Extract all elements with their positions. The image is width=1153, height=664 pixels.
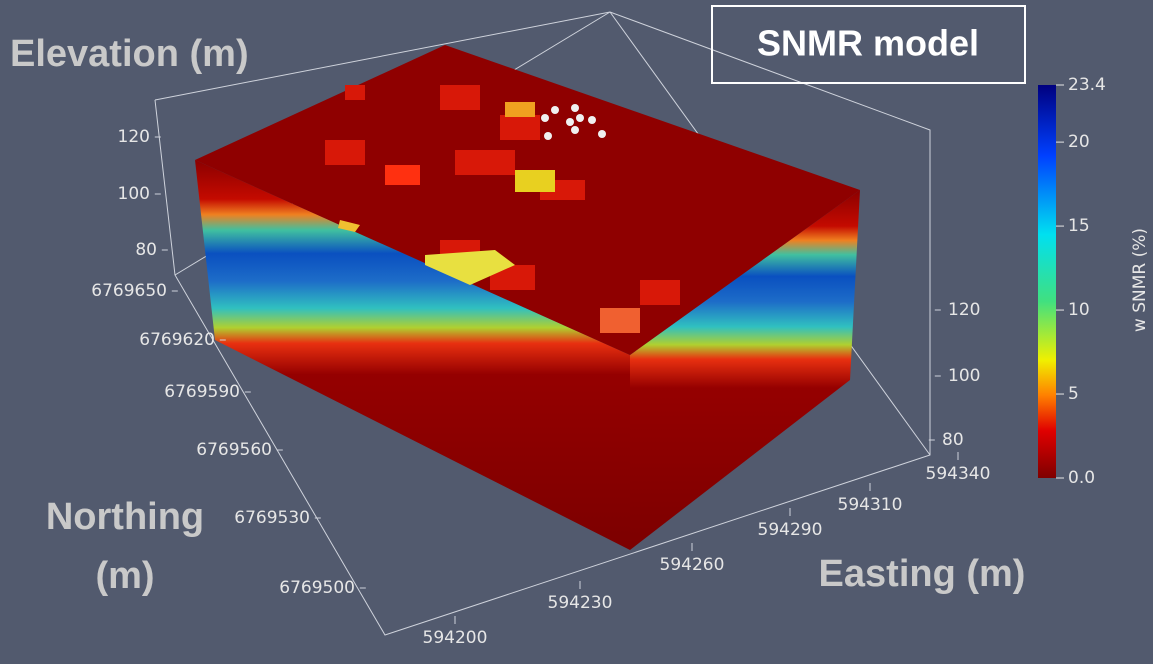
axis-title: Northing	[46, 496, 204, 538]
tick-label: 6769620	[139, 330, 215, 350]
tick-label: 594260	[660, 555, 725, 575]
title: SNMR model	[757, 23, 979, 64]
tick-label: 100	[118, 184, 150, 204]
tick-label: 594310	[838, 495, 903, 515]
colorbar-title: w SNMR (%)	[1130, 228, 1150, 332]
tick-label: 594230	[548, 593, 613, 613]
colorbar-tick-label: 5	[1068, 384, 1079, 404]
tick-label: 6769590	[164, 382, 240, 402]
colorbar	[1038, 85, 1056, 478]
colorbar-tick-label: 15	[1068, 216, 1090, 236]
colorbar-tick-label: 20	[1068, 132, 1090, 152]
tick-label: 6769560	[196, 440, 272, 460]
tick-label: 120	[948, 300, 980, 320]
tick-label: 6769530	[234, 508, 310, 528]
tick-label: 80	[942, 430, 964, 450]
colorbar-tick-label: 23.4	[1068, 75, 1106, 95]
colorbar-tick-label: 0.0	[1068, 468, 1095, 488]
tick-label: 594290	[758, 520, 823, 540]
tick-label: 120	[118, 127, 150, 147]
tick-label: 80	[135, 240, 157, 260]
tick-label: 6769500	[279, 578, 355, 598]
tick-label: 594340	[926, 464, 991, 484]
tick-label: 6769650	[91, 281, 167, 301]
colorbar-tick-label: 10	[1068, 300, 1090, 320]
tick-label: 100	[948, 366, 980, 386]
model-volume	[195, 45, 860, 550]
axis-title: Easting (m)	[819, 553, 1026, 595]
axis-title: (m)	[95, 555, 154, 597]
title-box	[711, 5, 1026, 84]
tick-label: 594200	[423, 628, 488, 648]
axis-title: Elevation (m)	[10, 33, 249, 75]
